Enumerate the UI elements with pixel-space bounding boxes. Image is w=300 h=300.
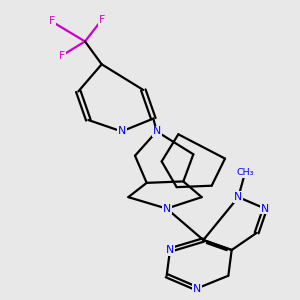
Text: N: N <box>152 126 161 136</box>
Text: N: N <box>234 192 242 202</box>
Text: N: N <box>163 204 171 214</box>
Text: CH₃: CH₃ <box>236 168 254 177</box>
Text: F: F <box>98 15 105 25</box>
Text: N: N <box>118 126 126 136</box>
Text: N: N <box>261 204 269 214</box>
Text: N: N <box>166 245 174 255</box>
Text: F: F <box>58 51 65 61</box>
Text: F: F <box>49 16 55 26</box>
Text: N: N <box>193 284 201 294</box>
